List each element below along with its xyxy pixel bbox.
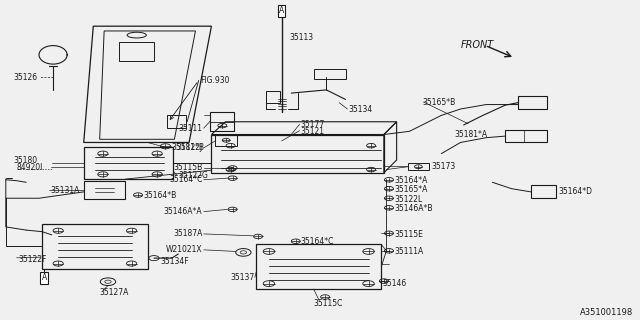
Text: 35134: 35134: [349, 105, 373, 114]
Text: 35177: 35177: [301, 120, 325, 130]
Text: 35137: 35137: [230, 273, 254, 282]
Text: 35115C: 35115C: [314, 299, 343, 308]
Text: 35181*A: 35181*A: [454, 130, 487, 139]
Text: FIG.930: FIG.930: [200, 76, 230, 85]
Text: 35173: 35173: [431, 162, 456, 171]
Text: 35164*B: 35164*B: [144, 190, 177, 200]
Text: 35134F: 35134F: [161, 257, 189, 266]
Text: 35115E: 35115E: [394, 230, 423, 239]
Text: A: A: [42, 273, 47, 282]
Text: 35122G: 35122G: [178, 172, 208, 180]
Text: 35165*A: 35165*A: [394, 185, 428, 194]
Text: 35122L: 35122L: [394, 195, 422, 204]
Text: 35126: 35126: [13, 73, 38, 82]
Text: A: A: [279, 6, 284, 15]
Text: 35181*B: 35181*B: [172, 143, 205, 152]
Text: 84920I: 84920I: [17, 164, 43, 172]
Text: W21021X: W21021X: [166, 245, 202, 254]
Text: 35165*B: 35165*B: [422, 98, 456, 107]
Text: 35113: 35113: [289, 33, 314, 42]
Text: 35187A: 35187A: [173, 229, 202, 238]
Text: 35122J: 35122J: [176, 143, 202, 152]
Text: 35127A: 35127A: [100, 288, 129, 297]
Text: A351001198: A351001198: [580, 308, 633, 317]
Text: 35164*C: 35164*C: [169, 175, 202, 184]
Text: 35115B: 35115B: [173, 164, 202, 172]
Text: 35146: 35146: [383, 279, 407, 288]
Text: 35111A: 35111A: [394, 247, 423, 256]
Text: 35164*A: 35164*A: [394, 176, 428, 185]
Text: FRONT: FRONT: [461, 40, 493, 50]
Text: 35164*D: 35164*D: [558, 188, 592, 196]
Text: 35121: 35121: [301, 127, 325, 136]
Text: 35122F: 35122F: [19, 255, 47, 264]
Text: 35111: 35111: [179, 124, 202, 132]
Text: 35164*C: 35164*C: [301, 237, 334, 246]
Text: 35146A*A: 35146A*A: [164, 207, 202, 216]
Text: 35131A: 35131A: [51, 186, 80, 195]
Text: 35180: 35180: [13, 156, 38, 165]
Text: 35146A*B: 35146A*B: [394, 204, 433, 213]
